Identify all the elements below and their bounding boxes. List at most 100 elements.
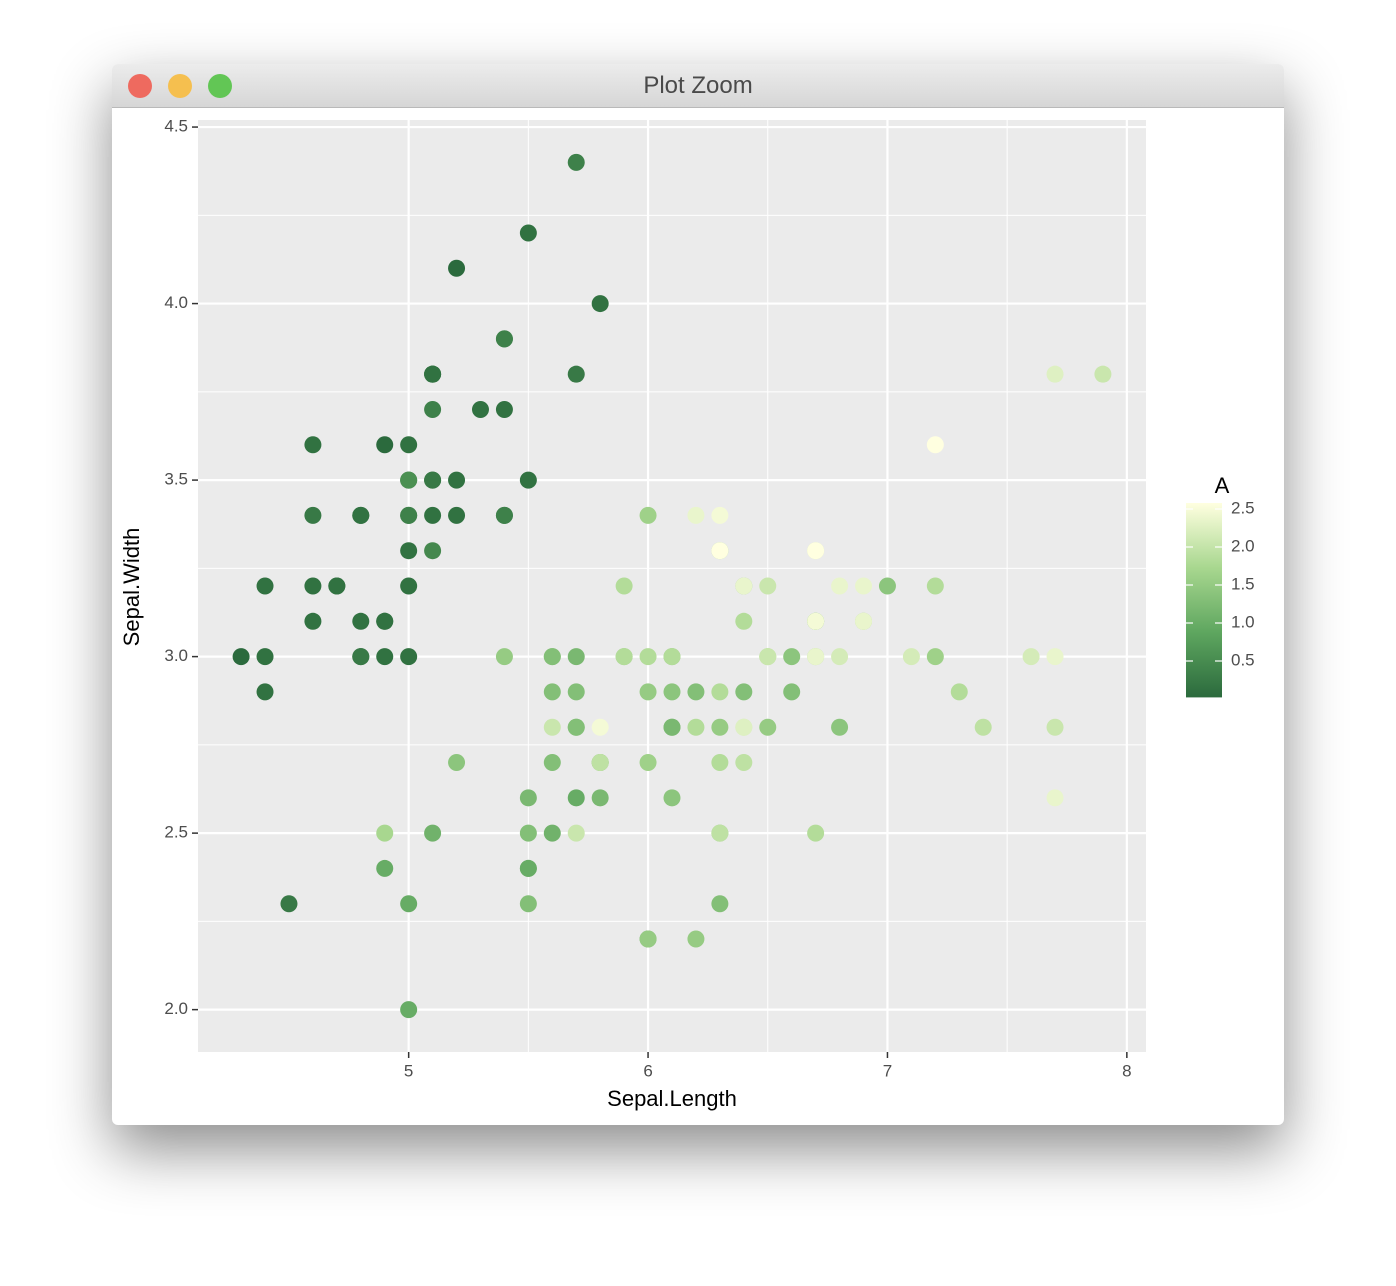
point bbox=[448, 754, 466, 772]
point bbox=[1022, 648, 1040, 666]
close-button[interactable] bbox=[128, 74, 152, 98]
point bbox=[400, 1001, 418, 1019]
point bbox=[519, 224, 537, 242]
point bbox=[543, 683, 561, 701]
point bbox=[376, 859, 394, 877]
point bbox=[256, 648, 274, 666]
point bbox=[615, 577, 633, 595]
point bbox=[352, 506, 370, 524]
point bbox=[424, 542, 442, 560]
point bbox=[591, 754, 609, 772]
title-bar: Plot Zoom bbox=[112, 64, 1284, 108]
window-title: Plot Zoom bbox=[643, 72, 753, 99]
point bbox=[639, 648, 657, 666]
point bbox=[543, 754, 561, 772]
point bbox=[519, 895, 537, 913]
point bbox=[1046, 718, 1064, 736]
point bbox=[735, 683, 753, 701]
point bbox=[711, 506, 729, 524]
point bbox=[567, 683, 585, 701]
x-tick-label: 5 bbox=[404, 1061, 413, 1080]
point bbox=[711, 824, 729, 842]
x-tick-label: 6 bbox=[643, 1061, 652, 1080]
legend-label: 1.5 bbox=[1231, 574, 1255, 593]
point bbox=[735, 718, 753, 736]
point bbox=[471, 400, 489, 418]
point bbox=[1046, 789, 1064, 807]
point bbox=[1046, 365, 1064, 383]
point bbox=[663, 683, 681, 701]
point bbox=[424, 400, 442, 418]
point bbox=[519, 471, 537, 489]
point bbox=[304, 612, 322, 630]
point bbox=[352, 612, 370, 630]
point bbox=[567, 648, 585, 666]
point bbox=[232, 648, 250, 666]
point bbox=[759, 648, 777, 666]
point bbox=[711, 683, 729, 701]
point bbox=[400, 506, 418, 524]
y-axis-label: Sepal.Width bbox=[119, 528, 144, 647]
point bbox=[543, 648, 561, 666]
point bbox=[495, 400, 513, 418]
point bbox=[424, 471, 442, 489]
point bbox=[304, 577, 322, 595]
point bbox=[424, 365, 442, 383]
point bbox=[376, 612, 394, 630]
point bbox=[639, 930, 657, 948]
point bbox=[519, 789, 537, 807]
point bbox=[352, 648, 370, 666]
point bbox=[855, 577, 873, 595]
point bbox=[974, 718, 992, 736]
point bbox=[280, 895, 298, 913]
point bbox=[807, 542, 825, 560]
point bbox=[759, 577, 777, 595]
point bbox=[807, 824, 825, 842]
legend-label: 0.5 bbox=[1231, 650, 1255, 669]
point bbox=[639, 754, 657, 772]
point bbox=[783, 648, 801, 666]
point bbox=[448, 471, 466, 489]
point bbox=[735, 754, 753, 772]
point bbox=[495, 648, 513, 666]
point bbox=[687, 683, 705, 701]
y-tick-label: 4.5 bbox=[164, 117, 188, 136]
y-tick-label: 2.5 bbox=[164, 823, 188, 842]
point bbox=[735, 612, 753, 630]
point bbox=[902, 648, 920, 666]
legend-label: 2.0 bbox=[1231, 536, 1255, 555]
point bbox=[687, 718, 705, 736]
minimize-button[interactable] bbox=[168, 74, 192, 98]
y-tick-label: 3.0 bbox=[164, 646, 188, 665]
point bbox=[1046, 648, 1064, 666]
point bbox=[711, 542, 729, 560]
point bbox=[926, 648, 944, 666]
point bbox=[400, 542, 418, 560]
point bbox=[376, 436, 394, 454]
point bbox=[735, 577, 753, 595]
point bbox=[424, 506, 442, 524]
point bbox=[591, 789, 609, 807]
y-tick-label: 3.5 bbox=[164, 470, 188, 489]
point bbox=[304, 506, 322, 524]
x-tick-label: 8 bbox=[1122, 1061, 1131, 1080]
point bbox=[591, 295, 609, 313]
point bbox=[711, 754, 729, 772]
point bbox=[543, 824, 561, 842]
zoom-button[interactable] bbox=[208, 74, 232, 98]
point bbox=[831, 718, 849, 736]
point bbox=[567, 365, 585, 383]
point bbox=[448, 506, 466, 524]
point bbox=[543, 718, 561, 736]
point bbox=[855, 612, 873, 630]
point bbox=[567, 718, 585, 736]
point bbox=[304, 436, 322, 454]
point bbox=[495, 506, 513, 524]
point bbox=[519, 859, 537, 877]
point bbox=[783, 683, 801, 701]
x-axis-label: Sepal.Length bbox=[607, 1086, 737, 1111]
point bbox=[567, 789, 585, 807]
colorbar bbox=[1186, 503, 1222, 698]
